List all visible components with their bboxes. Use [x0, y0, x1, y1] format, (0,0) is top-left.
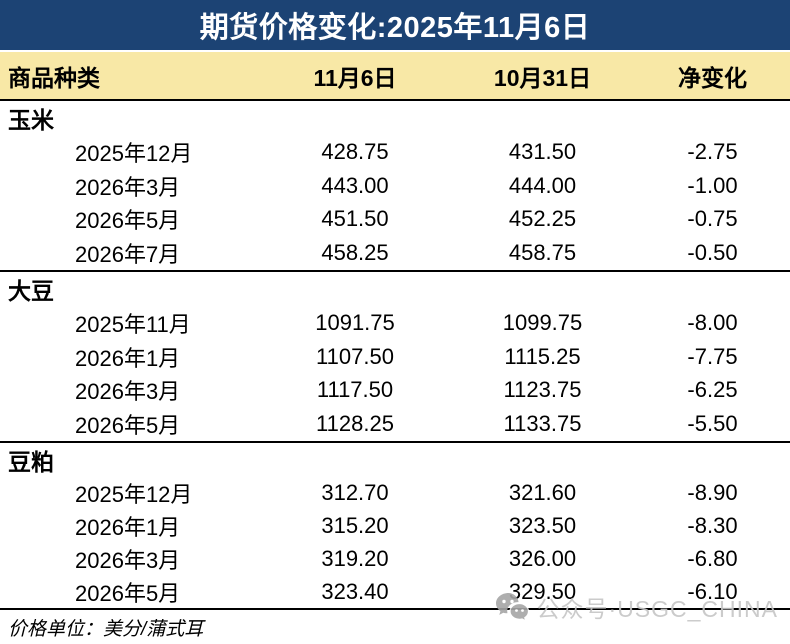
price-nov6: 1107.50	[316, 343, 394, 369]
title-divider	[0, 50, 790, 52]
contract-month: 2025年12月	[75, 140, 193, 166]
price-nov6: 1117.50	[316, 377, 394, 403]
column-header-net-change: 净变化	[678, 64, 747, 91]
price-nov6: 312.70	[321, 480, 389, 506]
commodity-section-2: 大豆 2025年11月 1091.75 1099.75 -8.00 2026年1月 1107…	[0, 272, 790, 443]
price-nov6: 319.20	[321, 545, 389, 571]
contract-month: 2025年12月	[75, 482, 193, 508]
price-oct31: 458.75	[508, 240, 577, 266]
table-header-row: 商品种类 11月6日 10月31日 净变化	[0, 52, 790, 101]
price-nov6: 315.20	[321, 513, 389, 539]
table-row: 2026年5月 451.50 452.25 -0.75	[0, 203, 790, 237]
table-row: 2026年5月 323.40 329.50 -6.10	[0, 575, 790, 608]
section-header-row: 玉米	[0, 101, 790, 135]
section-header-row: 大豆	[0, 272, 790, 306]
section-header-row: 豆粕	[0, 443, 790, 477]
table-row: 2026年3月 319.20 326.00 -6.80	[0, 543, 790, 576]
contract-month: 2026年1月	[75, 345, 181, 371]
contract-month: 2026年3月	[75, 379, 181, 405]
price-oct31: 1133.75	[503, 411, 582, 437]
net-change: -2.75	[687, 138, 738, 164]
table-row: 2026年1月 315.20 323.50 -8.30	[0, 510, 790, 543]
commodity-name: 豆粕	[8, 449, 54, 475]
price-oct31: 1115.25	[504, 343, 581, 369]
table-row: 2026年7月 458.25 458.75 -0.50	[0, 236, 790, 270]
contract-month: 2025年11月	[75, 311, 191, 337]
price-oct31: 444.00	[508, 172, 577, 198]
net-change: -7.75	[687, 343, 738, 369]
net-change: -6.80	[687, 545, 738, 571]
commodity-name: 大豆	[8, 278, 54, 304]
price-oct31: 452.25	[508, 206, 577, 232]
table-footer: 价格单位：美分/蒲式耳	[0, 610, 790, 644]
column-header-commodity: 商品种类	[8, 64, 100, 91]
net-change: -0.50	[687, 240, 738, 266]
price-oct31: 323.50	[508, 513, 577, 539]
net-change: -8.90	[687, 480, 738, 506]
commodity-name: 玉米	[8, 107, 54, 133]
contract-month: 2026年7月	[75, 242, 181, 268]
contract-month: 2026年5月	[75, 208, 181, 234]
price-nov6: 428.75	[321, 138, 389, 164]
price-oct31: 326.00	[508, 545, 577, 571]
net-change: -6.10	[687, 578, 738, 604]
table-row: 2025年11月 1091.75 1099.75 -8.00	[0, 306, 790, 340]
contract-month: 2026年3月	[75, 174, 181, 200]
net-change: -8.30	[687, 513, 738, 539]
table-row: 2026年3月 443.00 444.00 -1.00	[0, 169, 790, 203]
table-row: 2026年1月 1107.50 1115.25 -7.75	[0, 340, 790, 374]
price-nov6: 443.00	[321, 172, 389, 198]
contract-month: 2026年5月	[75, 413, 181, 439]
title-bar: 期货价格变化:2025年11月6日	[0, 0, 790, 50]
net-change: -0.75	[687, 206, 738, 232]
contract-month: 2026年1月	[75, 515, 181, 541]
contract-month: 2026年5月	[75, 580, 181, 606]
column-header-nov6: 11月6日	[313, 64, 397, 91]
contract-month: 2026年3月	[75, 547, 181, 573]
table-row: 2026年3月 1117.50 1123.75 -6.25	[0, 374, 790, 408]
price-nov6: 458.25	[321, 240, 389, 266]
price-oct31: 1123.75	[503, 377, 582, 403]
price-oct31: 329.50	[508, 578, 577, 604]
price-nov6: 451.50	[321, 206, 389, 232]
table-body: 玉米 2025年12月 428.75 431.50 -2.75 2026年3月 443.00…	[0, 101, 790, 610]
net-change: -5.50	[687, 411, 738, 437]
net-change: -6.25	[687, 377, 738, 403]
table-row: 2026年5月 1128.25 1133.75 -5.50	[0, 407, 790, 441]
column-header-oct31: 10月31日	[493, 64, 592, 91]
price-nov6: 1128.25	[316, 411, 394, 437]
price-nov6: 323.40	[321, 578, 389, 604]
price-nov6: 1091.75	[315, 309, 395, 335]
price-oct31: 1099.75	[502, 309, 583, 335]
table-row: 2025年12月 312.70 321.60 -8.90	[0, 477, 790, 510]
price-oct31: 431.50	[508, 138, 577, 164]
price-oct31: 321.60	[508, 480, 577, 506]
page-title: 期货价格变化:2025年11月6日	[199, 12, 591, 44]
net-change: -8.00	[687, 309, 738, 335]
table-row: 2025年12月 428.75 431.50 -2.75	[0, 135, 790, 169]
net-change: -1.00	[687, 172, 738, 198]
commodity-section-1: 玉米 2025年12月 428.75 431.50 -2.75 2026年3月 443.00…	[0, 101, 790, 272]
unit-note: 价格单位：美分/蒲式耳	[8, 618, 204, 640]
commodity-section-3: 豆粕 2025年12月 312.70 321.60 -8.90 2026年1月 315.20…	[0, 443, 790, 610]
